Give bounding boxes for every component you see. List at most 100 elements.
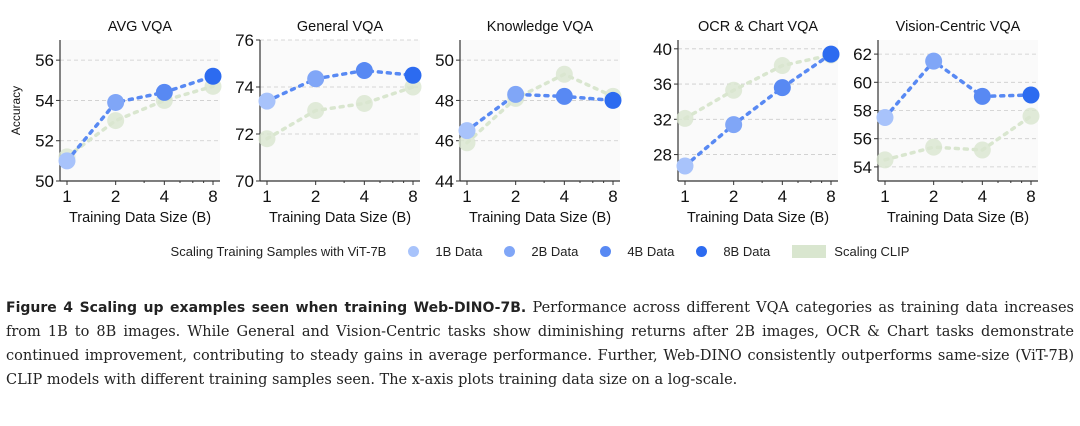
legend-title: Scaling Training Samples with ViT-7B [170,244,387,259]
x-tick-label: 8 [608,187,617,206]
clip-point [1022,107,1040,125]
clip-line [65,84,215,159]
y-tick-label: 44 [435,172,454,191]
dino-point-8b [404,66,422,84]
x-tick-label: 4 [360,187,369,206]
dino-point-4b [973,87,991,105]
dino-point-1b [458,122,476,140]
y-tick-label: 62 [853,45,872,64]
dino-point-4b [773,79,791,97]
x-axis-label: Training Data Size (B) [469,210,611,226]
x-tick-label: 2 [929,187,938,206]
dino-point-2b [507,85,525,103]
x-tick-label: 1 [880,187,889,206]
dino-point-2b [925,52,943,70]
dino-line [465,92,615,133]
dino-point-1b [876,109,894,127]
caption-text: Performance across different VQA categor… [6,300,1074,388]
x-tick-label: 8 [1026,187,1035,206]
plot-background [60,40,220,181]
x-tick-label: 1 [462,187,471,206]
y-tick-label: 72 [235,125,254,144]
dino-point-1b [258,92,276,110]
figure-caption: Figure 4 Scaling up examples seen when t… [6,296,1074,392]
legend-item-4b: 4B Data [600,244,674,259]
clip-point [355,94,373,112]
panel-3: 28 32 36 40 1 2 4 8 OCR & Chart VQA Training Data… [653,19,840,226]
legend-marker-clip [792,245,827,258]
clip-line [883,114,1033,162]
legend-item-2b: 2B Data [504,244,578,259]
dino-point-1b [676,157,694,175]
clip-point [307,102,325,119]
y-tick-label: 52 [35,132,54,151]
y-tick-label: 56 [853,130,872,149]
clip-point [773,57,791,75]
x-tick-label: 1 [62,187,71,206]
y-tick-label: 36 [653,75,672,94]
legend-label-4b: 4B Data [627,244,675,259]
clip-point [404,78,422,96]
y-tick-label: 50 [35,172,54,191]
y-tick-label: 74 [235,78,254,97]
plot-background [460,40,620,181]
y-axis-label: Accuracy [9,86,23,135]
y-tick-label: 48 [435,91,454,110]
panel-title: Knowledge VQA [487,19,594,35]
clip-point [458,134,476,152]
plot-background [678,40,838,181]
clip-point [258,130,276,148]
y-tick-label: 56 [35,51,54,70]
dino-line [683,52,833,168]
x-tick-label: 8 [826,187,835,206]
clip-line [265,85,415,141]
panel-title: AVG VQA [108,19,173,35]
y-tick-label: 54 [853,158,872,177]
clip-point [925,138,943,156]
dino-line [883,58,1033,120]
legend-marker-1b [408,246,420,257]
dino-point-4b [155,83,173,101]
x-tick-label: 2 [111,187,120,206]
dino-point-2b [107,93,125,111]
dino-point-2b [725,116,743,134]
clip-point [725,81,743,99]
legend-label-8b: 8B Data [723,244,771,259]
x-tick-label: 4 [778,187,787,206]
y-tick-label: 54 [35,91,54,110]
legend-marker-2b [504,246,516,257]
panel-title: OCR & Chart VQA [698,19,818,35]
legend: Scaling Training Samples with ViT-7B 1B … [0,244,1080,259]
x-axis-label: Training Data Size (B) [269,210,411,226]
dino-point-8b [1022,86,1040,104]
y-tick-label: 28 [653,146,672,165]
clip-line [683,53,833,121]
panel-title: General VQA [297,19,384,35]
panel-4: 54 56 58 60 62 1 2 4 8 Vision-Centric VQA Training… [853,19,1040,226]
dino-point-4b [555,87,573,105]
dino-point-2b [307,70,325,88]
x-tick-label: 8 [408,187,417,206]
x-tick-label: 8 [208,187,217,206]
x-tick-label: 2 [729,187,738,206]
panel-1: 70 72 74 76 1 2 4 8 General VQA Training Data Siz… [235,19,422,226]
dino-line [265,68,415,103]
y-tick-label: 50 [435,51,454,70]
x-tick-label: 4 [978,187,987,206]
clip-point [107,112,125,130]
x-axis-label: Training Data Size (B) [887,210,1029,226]
legend-marker-4b [600,246,612,257]
legend-label-clip: Scaling CLIP [834,244,910,259]
x-tick-label: 1 [262,187,271,206]
legend-label-1b: 1B Data [435,244,483,259]
dino-line [65,74,215,163]
plot-background [260,40,420,181]
dino-point-8b [604,91,622,109]
x-tick-label: 2 [311,187,320,206]
y-tick-label: 58 [853,102,872,121]
legend-marker-8b [696,246,708,257]
x-tick-label: 2 [511,187,520,206]
caption-label: Figure 4 Scaling up examples seen when t… [6,300,527,316]
